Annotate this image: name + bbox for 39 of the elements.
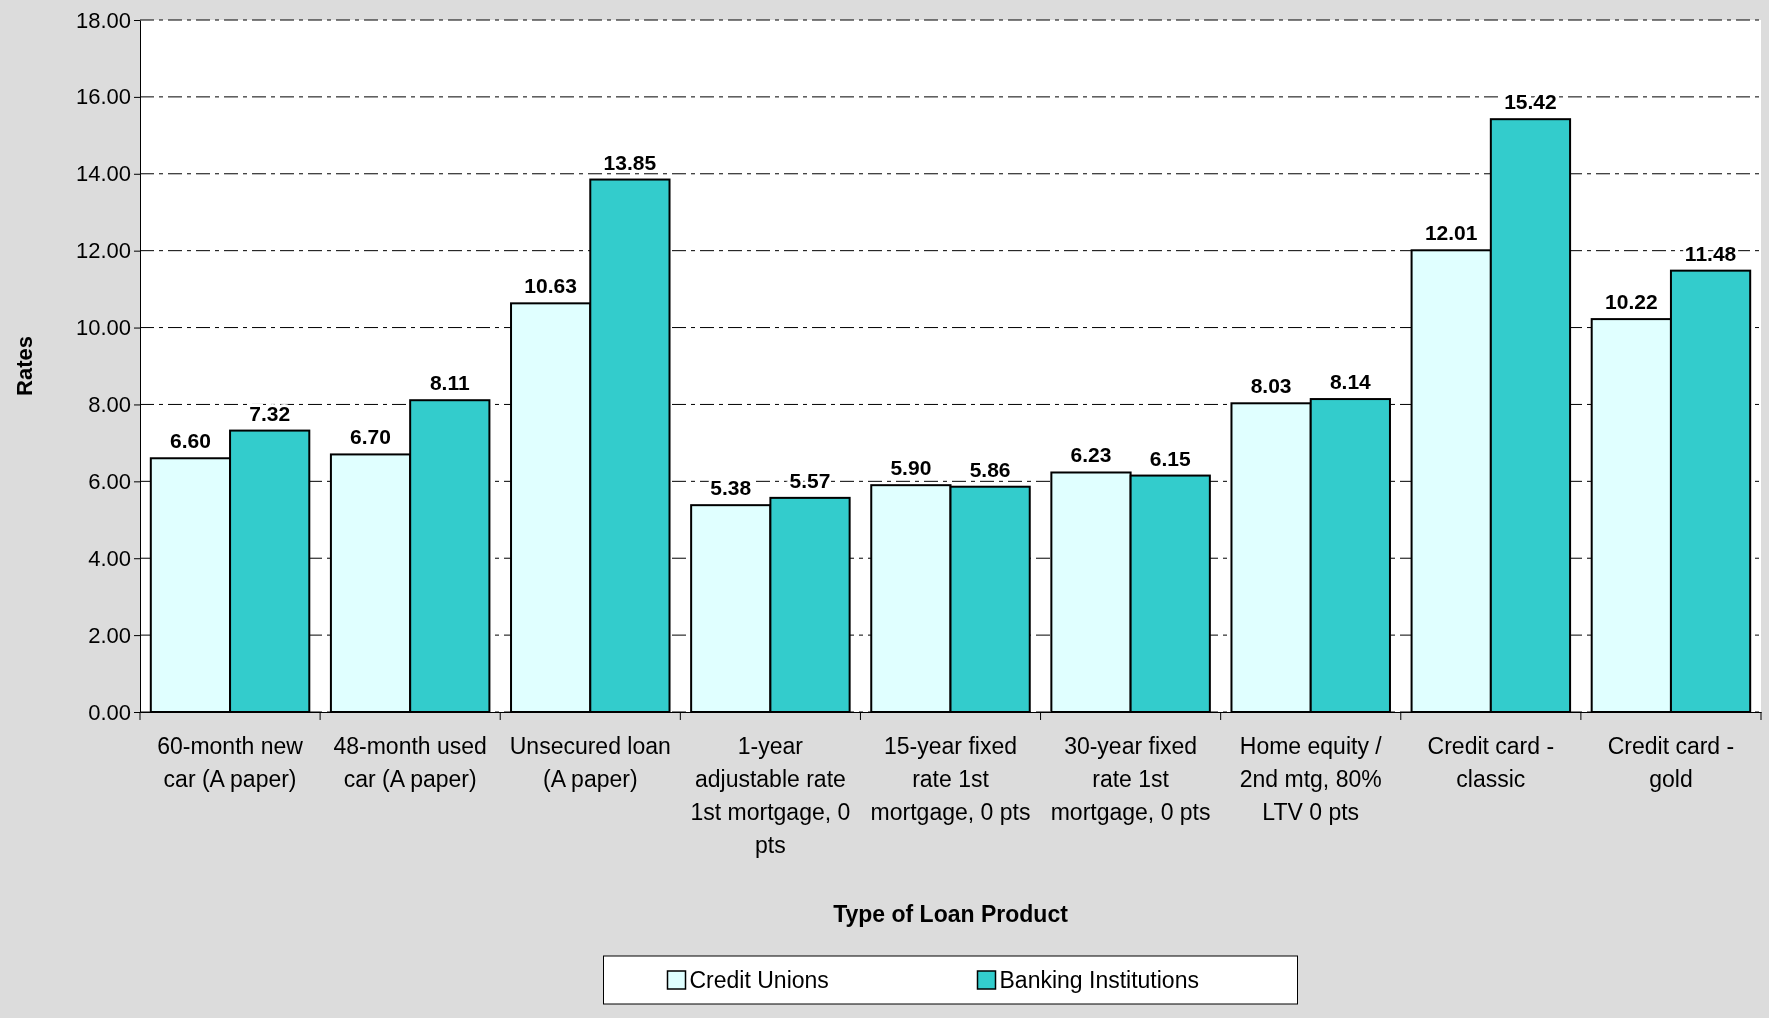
data-label: 10.63 — [524, 274, 577, 298]
data-label: 6.60 — [169, 429, 211, 453]
y-tick-label: 12.00 — [75, 238, 131, 264]
y-axis-title: Rates — [12, 336, 37, 396]
x-tick-label: 15-year fixed rate 1st mortgage, 0 pts — [870, 733, 1031, 825]
data-label: 10.22 — [1605, 290, 1658, 314]
data-label: 8.03 — [1250, 374, 1292, 398]
y-tick-label: 10.00 — [75, 315, 131, 341]
data-label: 6.23 — [1070, 443, 1112, 467]
data-label: 15.42 — [1504, 90, 1557, 114]
x-tick-label: Credit card - classic — [1427, 733, 1555, 792]
data-label: 5.90 — [890, 456, 932, 480]
data-label: 6.70 — [350, 425, 391, 449]
x-tick-label: 60-month new car (A paper) — [157, 733, 304, 792]
data-label: 7.32 — [249, 401, 291, 425]
x-tick-label: 30-year fixed rate 1st mortgage, 0 pts — [1050, 733, 1211, 825]
x-tick-label: Home equity / 2nd mtg, 80% LTV 0 pts — [1239, 733, 1383, 825]
y-tick-label: 16.00 — [75, 84, 131, 110]
y-tick-label: 6.00 — [88, 468, 131, 494]
data-label: 13.85 — [603, 150, 657, 174]
x-tick-label: Unsecured loan (A paper) — [509, 733, 671, 792]
y-tick-label: 18.00 — [75, 7, 131, 33]
data-label: 5.86 — [969, 457, 1011, 481]
data-label: 8.11 — [429, 371, 470, 395]
data-label: 12.01 — [1424, 221, 1478, 245]
x-tick-label: 1-year adjustable rate 1st mortgage, 0 pts — [690, 733, 851, 858]
y-tick-label: 0.00 — [88, 699, 131, 725]
x-tick-label: Credit card - gold — [1607, 733, 1735, 792]
legend-label: Credit Unions — [689, 967, 829, 993]
data-label: 5.38 — [710, 476, 752, 500]
data-label: 6.15 — [1149, 446, 1191, 470]
y-tick-label: 8.00 — [88, 391, 131, 417]
y-tick-label: 4.00 — [88, 545, 131, 571]
legend-label: Banking Institutions — [999, 967, 1199, 993]
y-tick-label: 14.00 — [75, 161, 131, 187]
x-tick-label: 48-month used car (A paper) — [333, 733, 487, 792]
x-axis-title: Type of Loan Product — [833, 901, 1069, 927]
data-label: 8.14 — [1329, 370, 1372, 394]
y-tick-label: 2.00 — [88, 622, 131, 648]
